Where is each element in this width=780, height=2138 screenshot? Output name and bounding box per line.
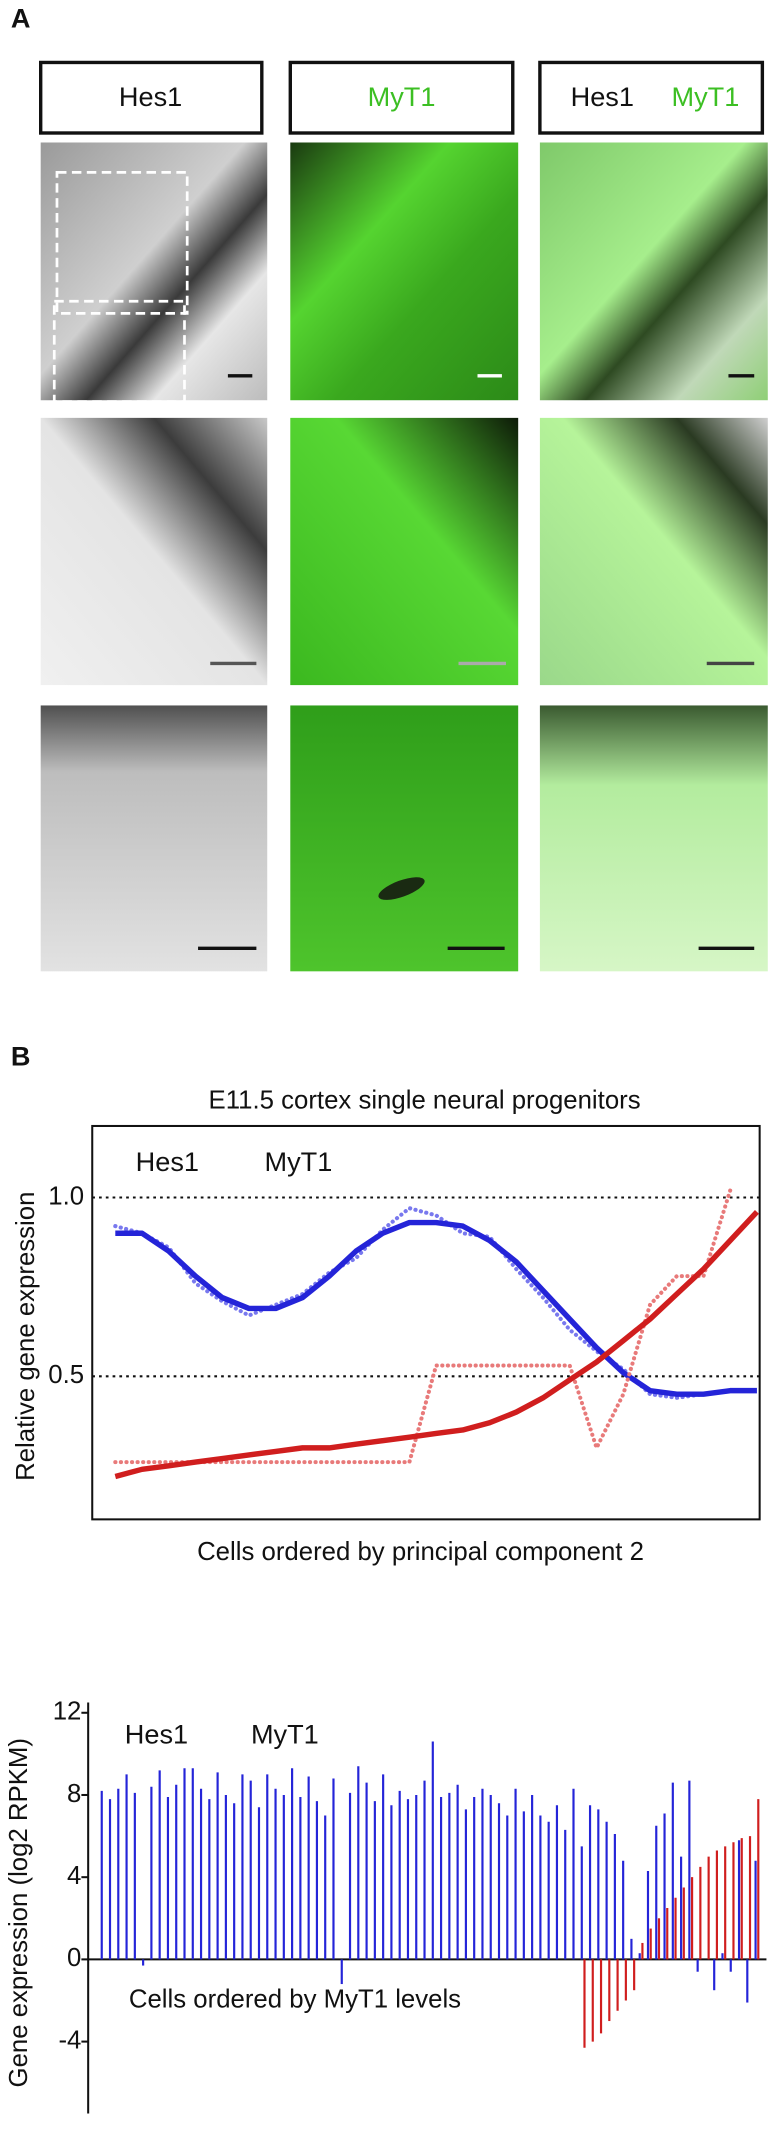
inset-box bbox=[55, 170, 189, 315]
panel-label: A bbox=[11, 3, 31, 34]
header: Hes1 bbox=[571, 81, 634, 112]
header: Hes1 bbox=[119, 81, 182, 112]
legend-label: MyT1 bbox=[251, 1719, 319, 1750]
micrograph bbox=[539, 417, 768, 686]
micrograph bbox=[40, 142, 268, 401]
raw-line bbox=[113, 1205, 759, 1400]
fit-line bbox=[114, 1209, 759, 1480]
inset-box bbox=[52, 299, 186, 403]
fit-line bbox=[115, 1219, 757, 1397]
header-box bbox=[538, 60, 765, 135]
plot-frame bbox=[91, 1124, 761, 1521]
header-box bbox=[288, 60, 515, 135]
header: MyT1 bbox=[671, 81, 739, 112]
y-axis-label: Gene expression (log2 RPKM) bbox=[5, 1738, 33, 2087]
micrograph bbox=[290, 142, 519, 401]
micrograph bbox=[290, 705, 519, 972]
header-box bbox=[38, 60, 264, 135]
chart-title: E11.5 cortex single neural progenitors bbox=[209, 1086, 641, 1114]
header: MyT1 bbox=[368, 81, 436, 112]
x-axis-label: Cells ordered by MyT1 levels bbox=[129, 1986, 461, 2014]
y-tick-label: 1.0 bbox=[48, 1182, 84, 1210]
micrograph bbox=[290, 417, 519, 686]
raw-line bbox=[113, 1188, 733, 1465]
y-tick-label: 4 bbox=[67, 1862, 81, 1890]
panel-label: B bbox=[11, 1040, 31, 1071]
y-tick-label: 12 bbox=[53, 1698, 82, 1726]
y-tick-label: 8 bbox=[67, 1780, 81, 1808]
micrograph bbox=[40, 417, 268, 686]
y-axis-label: Relative gene expression bbox=[12, 1192, 40, 1481]
x-axis-label: Cells ordered by principal component 2 bbox=[197, 1538, 644, 1566]
micrographs bbox=[40, 142, 768, 972]
y-tick-label: 0 bbox=[67, 1944, 81, 1972]
y-tick-label: 0.5 bbox=[48, 1361, 84, 1389]
legend-label: MyT1 bbox=[265, 1146, 333, 1177]
dark-spot bbox=[378, 877, 425, 900]
micrograph bbox=[539, 705, 768, 972]
micrograph bbox=[539, 142, 768, 401]
legend-label: Hes1 bbox=[125, 1719, 188, 1750]
y-tick-label: -4 bbox=[58, 2026, 81, 2054]
legend-label: Hes1 bbox=[136, 1146, 199, 1177]
micrograph bbox=[40, 705, 268, 972]
